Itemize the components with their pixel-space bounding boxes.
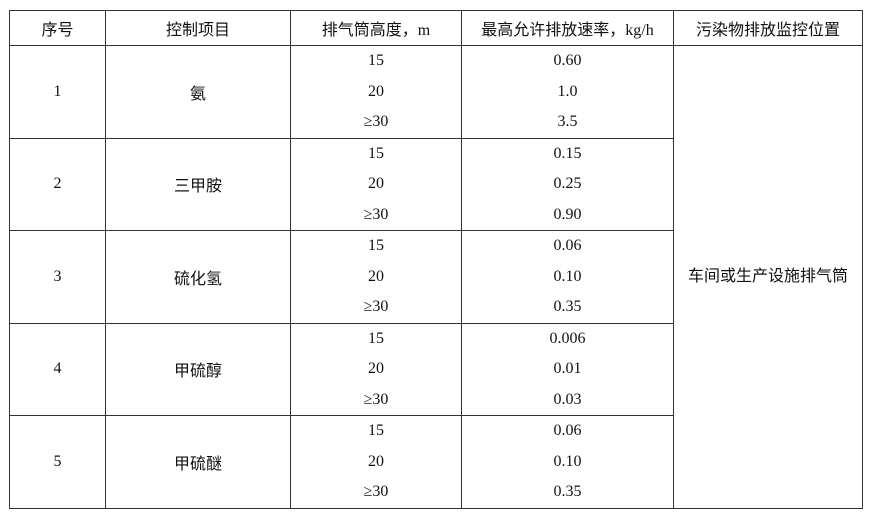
stack-height: ≥30 [290,292,462,324]
table-row: 20 0.25 [10,169,863,200]
row-number: 3 [9,230,106,324]
control-item: 硫化氢 [105,230,291,324]
row-number: 1 [9,45,106,139]
emission-limits-table: 序号 控制项目 排气筒高度，m 最高允许排放速率，kg/h 污染物排放监控位置 … [9,10,863,509]
max-rate: 0.03 [461,384,674,416]
max-rate: 0.25 [461,169,674,200]
header-height: 排气筒高度，m [290,10,462,46]
monitoring-location: 车间或生产设施排气筒 [673,45,863,509]
stack-height: 20 [290,169,462,200]
max-rate: 0.06 [461,230,674,262]
control-item: 甲硫醇 [105,322,291,416]
max-rate: 0.90 [461,199,674,231]
max-rate: 0.10 [461,261,674,292]
header-item: 控制项目 [105,10,291,46]
table-row: 4 甲硫醇 15 0.006 [9,322,863,416]
stack-height: 20 [290,261,462,292]
max-rate: 1.0 [461,76,674,107]
max-rate: 0.35 [461,292,674,324]
table-row: 20 0.10 [10,446,863,477]
max-rate: 3.5 [461,107,674,139]
table-row: 20 1.0 [10,76,863,107]
table-row: ≥30 0.03 [10,384,863,416]
control-item: 甲硫醚 [105,415,291,509]
max-rate: 0.06 [461,415,674,447]
row-number: 4 [9,322,106,416]
max-rate: 0.35 [461,477,674,509]
row-number: 2 [9,137,106,231]
max-rate: 0.15 [461,137,674,169]
table-row: 3 硫化氢 15 0.06 [9,230,863,324]
max-rate: 0.10 [461,446,674,477]
table-row: 1 氨 15 0.60 车间或生产设施排气筒 [9,45,863,509]
row-number: 5 [9,415,106,509]
table-row: 20 0.10 [10,261,863,292]
stack-height: ≥30 [290,199,462,231]
header-location: 污染物排放监控位置 [673,10,863,46]
stack-height: 15 [290,137,462,169]
table-row: 5 甲硫醚 15 0.06 [9,415,863,509]
max-rate: 0.60 [461,45,674,77]
table-row: ≥30 0.35 [10,292,863,324]
table-row: 20 0.01 [10,354,863,385]
stack-height: 15 [290,322,462,354]
stack-height: ≥30 [290,477,462,509]
stack-height: 15 [290,415,462,447]
control-item: 氨 [105,45,291,139]
header-row: 序号 控制项目 排气筒高度，m 最高允许排放速率，kg/h 污染物排放监控位置 [9,10,863,46]
max-rate: 0.01 [461,354,674,385]
stack-height: ≥30 [290,384,462,416]
stack-height: ≥30 [290,107,462,139]
stack-height: 20 [290,446,462,477]
stack-height: 15 [290,45,462,77]
header-rate: 最高允许排放速率，kg/h [461,10,674,46]
stack-height: 15 [290,230,462,262]
stack-height: 20 [290,354,462,385]
table-row: ≥30 0.90 [10,199,863,231]
stack-height: 20 [290,76,462,107]
header-no: 序号 [9,10,106,46]
control-item: 三甲胺 [105,137,291,231]
table-row: ≥30 0.35 [10,477,863,509]
max-rate: 0.006 [461,322,674,354]
